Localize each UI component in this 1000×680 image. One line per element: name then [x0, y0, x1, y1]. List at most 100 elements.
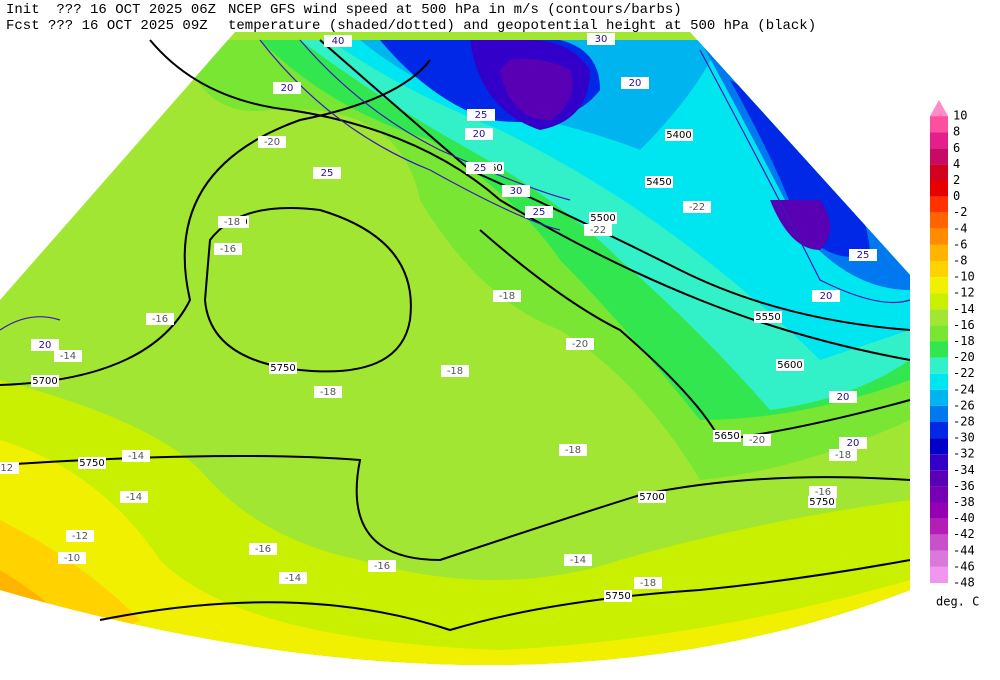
- colorbar-label: -4: [953, 221, 967, 235]
- colorbar-label: 4: [953, 157, 960, 171]
- label-bg: [559, 444, 587, 456]
- wind-label: 20: [281, 83, 294, 94]
- colorbar-label: -46: [953, 559, 975, 573]
- colorbar-cell: [930, 422, 948, 439]
- height-label: 5450: [646, 177, 671, 188]
- label-bg: [776, 359, 804, 371]
- colorbar-cell: [930, 309, 948, 326]
- wind-label: 30: [595, 34, 608, 45]
- height-label: 5750: [79, 458, 104, 469]
- height-label: 5700: [32, 376, 57, 387]
- label-bg: [313, 167, 341, 179]
- colorbar-label: -20: [953, 350, 975, 364]
- temperature-label: -20: [749, 435, 765, 446]
- wind-label: 20: [820, 291, 833, 302]
- label-bg: [324, 35, 352, 47]
- temperature-label: -20: [572, 339, 588, 350]
- label-bg: [584, 224, 612, 236]
- wind-label: 25: [474, 163, 487, 174]
- colorbar-label: -2: [953, 205, 967, 219]
- height-contours: [0, 39, 911, 632]
- temperature-label: -22: [689, 202, 705, 213]
- colorbar-cell: [930, 164, 948, 181]
- colorbar-cell: [930, 180, 948, 197]
- temperature-label: -16: [815, 487, 831, 498]
- wind-label: 30: [510, 186, 523, 197]
- forecast-time: Fcst ??? 16 OCT 2025 09Z: [6, 18, 208, 34]
- label-bg: [713, 430, 741, 442]
- label-bg: [566, 338, 594, 350]
- label-bg: [645, 176, 673, 188]
- colorbar-label: -30: [953, 431, 975, 445]
- wind-label: 25: [475, 110, 488, 121]
- colorbar-label: -42: [953, 527, 975, 541]
- label-bg: [809, 486, 837, 498]
- temperature-label: -22: [590, 225, 606, 236]
- colorbar-cell: [930, 454, 948, 471]
- label-bg: [743, 434, 771, 446]
- label-bg: [829, 391, 857, 403]
- label-bg: [0, 462, 19, 474]
- label-bg: [465, 128, 493, 140]
- label-bg: [638, 491, 666, 503]
- colorbar-label: -12: [953, 286, 975, 300]
- label-bg: [466, 162, 494, 174]
- colorbar-cell: [930, 325, 948, 342]
- label-bg: [269, 362, 297, 374]
- colorbar-cell: [930, 148, 948, 165]
- label-bg: [54, 350, 82, 362]
- colorbar-label: -40: [953, 511, 975, 525]
- temperature-label: -16: [152, 314, 168, 325]
- colorbar-label: 8: [953, 125, 960, 139]
- temperature-label: -16: [374, 561, 390, 572]
- colorbar-label: -10: [953, 270, 975, 284]
- height-label: 5750: [270, 363, 295, 374]
- colorbar-label: -34: [953, 463, 975, 477]
- label-bg: [502, 185, 530, 197]
- colorbar-label: -44: [953, 543, 975, 557]
- temperature-label: -18: [224, 217, 240, 228]
- height-label: 5700: [639, 492, 664, 503]
- title-line-1: NCEP GFS wind speed at 500 hPa in m/s (c…: [228, 2, 682, 18]
- temperature-label: -18: [835, 450, 851, 461]
- title-line-2: temperature (shaded/dotted) and geopoten…: [228, 18, 816, 34]
- label-bg: [279, 572, 307, 584]
- colorbar-cell: [930, 566, 948, 583]
- temperature-label: -18: [447, 366, 463, 377]
- colorbar-label: 0: [953, 189, 960, 203]
- temperature-label: -18: [499, 291, 515, 302]
- height-label: 5500: [590, 213, 615, 224]
- label-bg: [258, 136, 286, 148]
- colorbar-label: -14: [953, 302, 975, 316]
- colorbar-cell: [930, 502, 948, 519]
- label-bg: [249, 543, 277, 555]
- label-bg: [812, 290, 840, 302]
- height-label: 5650: [714, 431, 739, 442]
- label-bg: [441, 365, 469, 377]
- colorbar-cell: [930, 470, 948, 487]
- label-bg: [31, 339, 59, 351]
- label-bg: [58, 552, 86, 564]
- temperature-label: -18: [320, 387, 336, 398]
- temperature-label: -18: [565, 445, 581, 456]
- colorbar-cell: [930, 373, 948, 390]
- colorbar-label: -32: [953, 447, 975, 461]
- label-bg: [589, 212, 617, 224]
- label-bg: [525, 206, 553, 218]
- label-bg: [665, 129, 693, 141]
- colorbar-cell: [930, 293, 948, 310]
- wind-contours: [0, 39, 911, 331]
- label-bg: [587, 33, 615, 45]
- wind-label: 25: [321, 168, 334, 179]
- label-bg: [146, 313, 174, 325]
- colorbar-label: -22: [953, 366, 975, 380]
- temperature-shading: [0, 32, 910, 665]
- label-bg: [849, 249, 877, 261]
- colorbar-cell: [930, 389, 948, 406]
- colorbar-label: 10: [953, 109, 967, 123]
- colorbar-label: -6: [953, 237, 967, 251]
- height-label: 5400: [666, 130, 691, 141]
- colorbar-label: -36: [953, 479, 975, 493]
- label-bg: [839, 437, 867, 449]
